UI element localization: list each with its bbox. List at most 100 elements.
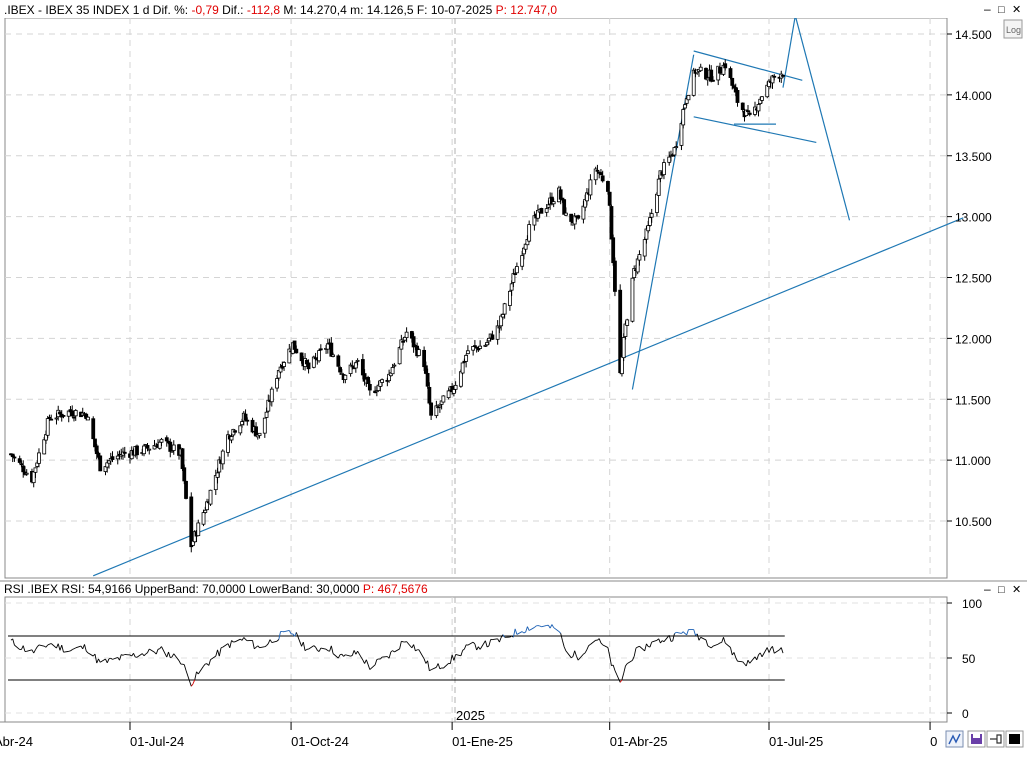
rsi-tick-label: 0 (962, 707, 969, 721)
candle-body (655, 193, 659, 213)
rsi-segment (295, 632, 302, 647)
rsi-segment (415, 649, 418, 652)
candle-body (245, 419, 250, 422)
minimize-button[interactable]: – (984, 2, 991, 16)
rsi-segment (730, 647, 733, 656)
rsi-segment (614, 670, 621, 683)
rsi-segment (229, 640, 232, 648)
rsi-segment (696, 633, 700, 641)
rsi-segment (526, 626, 530, 631)
candle-body (740, 102, 745, 111)
candle-body (611, 237, 616, 264)
rsi-segment (766, 647, 770, 653)
candle-body (54, 417, 59, 420)
candle-body (233, 430, 237, 433)
rsi-segment (644, 643, 647, 652)
rsi-segment (304, 649, 308, 652)
rsi-segment (747, 659, 751, 664)
window-controls-rsi: – □ ✕ (984, 582, 1021, 596)
black-square-button[interactable] (1005, 730, 1024, 748)
candle-body (238, 425, 243, 434)
rsi-segment (245, 639, 248, 642)
candle-body (588, 179, 593, 196)
candle-body (595, 169, 600, 172)
pointer-label: P: (496, 3, 507, 17)
candle-body (182, 467, 187, 482)
rsi-segment (639, 645, 646, 652)
rsi-segment (514, 628, 518, 635)
rsi-segment (394, 648, 400, 653)
rsi-segment (759, 652, 763, 658)
rsi-segment (488, 639, 492, 647)
rsi-segment (59, 644, 63, 651)
rsi-segment (170, 656, 173, 659)
candle-body (338, 367, 342, 373)
date-value: 10-07-2025 (431, 3, 493, 17)
rsi-segment (133, 653, 136, 658)
rsi-segment (632, 656, 635, 661)
candle-body (416, 349, 421, 356)
candle-body (679, 123, 684, 146)
rsi-pointer-value: 467,5676 (378, 582, 428, 596)
wave-tool-button[interactable] (945, 730, 964, 748)
rsi-minimize-button[interactable]: – (984, 582, 991, 596)
rsi-segment (721, 637, 724, 643)
rsi-segment (453, 654, 457, 661)
log-toggle[interactable]: Log (1003, 19, 1023, 39)
rsi-segment (541, 625, 547, 628)
candle-body (437, 405, 442, 408)
rsi-segment (413, 644, 416, 651)
time-tick-label: 01-Jul-24 (130, 734, 184, 749)
rsi-segment (330, 645, 334, 654)
restore-button[interactable]: □ (998, 4, 1005, 16)
rsi-segment (670, 640, 673, 642)
candle-body (17, 458, 22, 463)
candle-body (718, 67, 722, 74)
rsi-segment (255, 645, 259, 648)
rsi-segment (437, 663, 441, 669)
candle-body (115, 455, 120, 460)
candle-body (311, 356, 316, 368)
rsi-segment (369, 664, 376, 670)
low-value: 14.126,5 (367, 3, 414, 17)
candle-body (746, 110, 750, 113)
dif-value: -112,8 (247, 3, 280, 17)
rsi-segment (607, 647, 611, 657)
rsi-segment (682, 631, 686, 634)
rsi-segment (337, 654, 341, 659)
rsi-segment (110, 657, 113, 660)
rsi-segment (350, 655, 353, 657)
candle-body (520, 255, 525, 267)
rsi-segment (68, 650, 71, 652)
candle-body (429, 402, 434, 416)
rsi-segment (498, 637, 502, 643)
candle-body (404, 331, 409, 339)
rsi-segment (47, 643, 50, 646)
candle-body (31, 471, 36, 484)
rsi-segment (553, 627, 560, 632)
close-button[interactable]: ✕ (1012, 4, 1021, 16)
rsi-segment (709, 646, 712, 649)
candle-body (772, 75, 777, 78)
rsi-segment (399, 641, 402, 650)
trendline-channel-lower (693, 116, 817, 143)
candle-body (72, 416, 76, 419)
candle-body (464, 354, 469, 362)
rsi-segment (584, 649, 588, 654)
rsi-segment (523, 631, 526, 634)
rsi-segment (756, 654, 759, 661)
rsi-restore-button[interactable]: □ (998, 584, 1005, 596)
rsi-segment (388, 651, 392, 659)
rsi-segment (577, 653, 584, 661)
rsi-segment (329, 645, 332, 652)
candle-body (215, 472, 220, 478)
rsi-segment (560, 633, 563, 641)
save-button[interactable] (967, 730, 986, 748)
candle-body (157, 441, 162, 449)
rsi-close-button[interactable]: ✕ (1012, 584, 1021, 596)
pin-button[interactable] (986, 730, 1005, 748)
rsi-segment (35, 646, 38, 650)
rsi-segment (38, 644, 45, 647)
candle-body (606, 181, 610, 192)
rsi-segment (521, 631, 525, 634)
